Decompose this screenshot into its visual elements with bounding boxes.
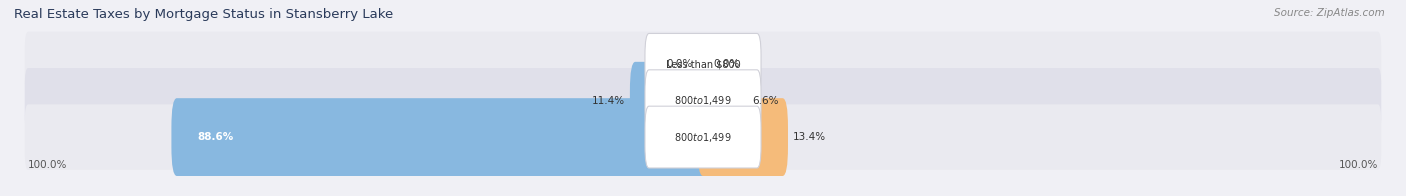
FancyBboxPatch shape — [25, 68, 1381, 133]
FancyBboxPatch shape — [645, 106, 761, 168]
Text: 100.0%: 100.0% — [1339, 160, 1378, 170]
FancyBboxPatch shape — [630, 62, 709, 140]
Text: $800 to $1,499: $800 to $1,499 — [675, 131, 731, 144]
FancyBboxPatch shape — [697, 62, 748, 140]
FancyBboxPatch shape — [25, 32, 1381, 97]
Text: 0.0%: 0.0% — [666, 59, 693, 69]
Text: Less than $800: Less than $800 — [665, 59, 741, 69]
Text: Source: ZipAtlas.com: Source: ZipAtlas.com — [1274, 8, 1385, 18]
Text: 100.0%: 100.0% — [28, 160, 67, 170]
Text: Real Estate Taxes by Mortgage Status in Stansberry Lake: Real Estate Taxes by Mortgage Status in … — [14, 8, 394, 21]
Text: 6.6%: 6.6% — [752, 96, 779, 106]
FancyBboxPatch shape — [697, 98, 787, 176]
Text: 13.4%: 13.4% — [793, 132, 825, 142]
Text: $800 to $1,499: $800 to $1,499 — [675, 94, 731, 107]
FancyBboxPatch shape — [645, 34, 761, 95]
Text: 0.0%: 0.0% — [713, 59, 740, 69]
FancyBboxPatch shape — [645, 70, 761, 132]
Legend: Without Mortgage, With Mortgage: Without Mortgage, With Mortgage — [574, 193, 832, 196]
FancyBboxPatch shape — [25, 104, 1381, 170]
FancyBboxPatch shape — [172, 98, 709, 176]
Text: 88.6%: 88.6% — [197, 132, 233, 142]
Text: 11.4%: 11.4% — [592, 96, 626, 106]
